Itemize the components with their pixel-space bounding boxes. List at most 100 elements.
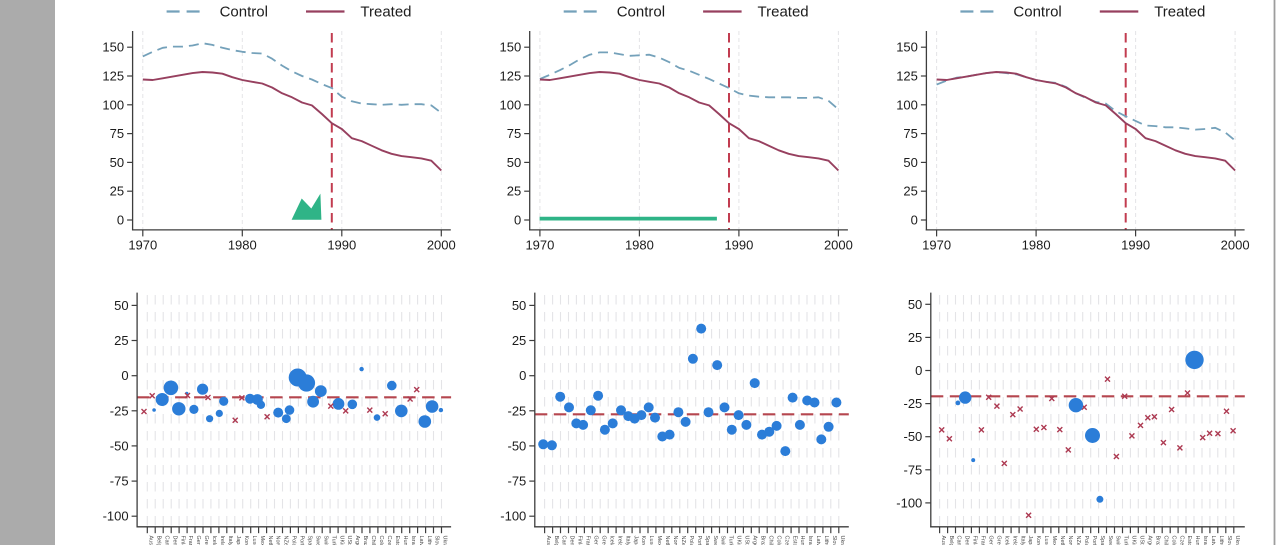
svg-text:Korea: Korea [243,536,249,545]
svg-text:Iceland: Iceland [1003,536,1009,545]
svg-text:France: France [187,536,193,545]
svg-text:125: 125 [499,69,521,84]
svg-text:Hungary: Hungary [1194,536,1200,545]
svg-text:Treated: Treated [360,4,411,21]
svg-text:Turkey: Turkey [330,536,336,545]
svg-text:Ukraine: Ukraine [839,536,845,545]
svg-text:50: 50 [110,155,124,170]
svg-text:125: 125 [896,69,918,84]
svg-text:Argent: Argent [752,536,758,545]
svg-text:Mexico: Mexico [1051,536,1057,545]
svg-text:Korea: Korea [1035,536,1041,545]
svg-text:Japan: Japan [1027,536,1033,545]
svg-text:0: 0 [121,368,128,383]
svg-text:50: 50 [908,297,922,312]
svg-text:Hungary: Hungary [402,536,408,545]
svg-text:Norway: Norway [1067,536,1073,545]
svg-text:Ukraine: Ukraine [442,536,448,545]
svg-text:Norway: Norway [672,536,678,545]
svg-text:1970: 1970 [128,238,157,253]
svg-text:-25: -25 [904,396,923,411]
svg-text:1980: 1980 [625,238,654,253]
svg-text:Brazil: Brazil [362,536,368,545]
svg-text:-75: -75 [508,474,527,489]
svg-text:Czechia: Czechia [1178,536,1184,545]
svg-text:Canada: Canada [956,536,962,545]
svg-text:Slovak: Slovak [831,536,837,545]
svg-text:50: 50 [114,298,128,313]
svg-text:Switz: Switz [322,536,328,545]
svg-text:Sweden: Sweden [712,536,718,545]
svg-text:France: France [980,536,986,545]
svg-text:Norway: Norway [275,536,281,545]
svg-text:25: 25 [507,184,521,199]
svg-text:Austria: Austria [545,536,551,545]
svg-text:Italy: Italy [1019,536,1025,545]
svg-text:0: 0 [911,213,918,228]
svg-text:Chile: Chile [767,536,773,545]
svg-text:0: 0 [514,213,521,228]
svg-text:Belgium: Belgium [155,536,161,545]
svg-text:Nether: Nether [664,536,670,545]
svg-text:Argent: Argent [1147,536,1153,545]
svg-text:Estonia: Estonia [1186,536,1192,545]
svg-text:Lithua: Lithua [1218,536,1224,545]
svg-text:Control: Control [1013,4,1061,21]
svg-text:1990: 1990 [1121,238,1150,253]
svg-text:-75: -75 [904,462,923,477]
svg-text:-50: -50 [110,438,129,453]
svg-text:-50: -50 [508,438,527,453]
svg-text:Nether: Nether [1059,536,1065,545]
svg-text:50: 50 [512,298,526,313]
svg-text:Finland: Finland [577,536,583,545]
svg-text:100: 100 [896,97,918,112]
svg-text:Estonia: Estonia [791,536,797,545]
svg-text:25: 25 [903,184,917,199]
svg-text:0: 0 [519,368,526,383]
svg-text:Switz: Switz [1115,536,1121,545]
svg-text:Slovak: Slovak [1226,536,1232,545]
svg-text:NZeal: NZeal [283,536,289,545]
svg-text:Germany: Germany [593,536,599,545]
svg-text:Italy: Italy [227,536,233,545]
svg-text:Brazil: Brazil [760,536,766,545]
svg-text:Colombia: Colombia [775,536,781,545]
svg-text:2000: 2000 [824,238,853,253]
svg-text:Spain: Spain [307,536,313,545]
svg-text:Argent: Argent [354,536,360,545]
svg-text:25: 25 [512,333,526,348]
svg-text:-50: -50 [904,429,923,444]
svg-text:Luxem: Luxem [1043,536,1049,545]
svg-text:Latvia: Latvia [1210,536,1216,545]
svg-text:-100: -100 [103,509,129,524]
svg-text:Israel: Israel [807,536,813,545]
svg-text:25: 25 [110,184,124,199]
svg-text:Belgium: Belgium [553,536,559,545]
svg-text:Colombia: Colombia [1170,536,1176,545]
svg-text:1980: 1980 [1022,238,1051,253]
svg-text:Iceland: Iceland [211,536,217,545]
svg-text:Control: Control [617,4,665,21]
svg-text:Finland: Finland [179,536,185,545]
svg-text:Italy: Italy [624,536,630,545]
svg-text:Ireland: Ireland [616,536,622,545]
svg-text:Austria: Austria [940,536,946,545]
svg-text:Germany: Germany [195,536,201,545]
svg-text:Lithua: Lithua [823,536,829,545]
svg-text:UKing: UKing [736,536,742,545]
svg-text:75: 75 [507,126,521,141]
svg-text:150: 150 [102,40,124,55]
svg-text:Denmark: Denmark [964,536,970,545]
svg-text:Denmark: Denmark [171,536,177,545]
svg-text:Poland: Poland [688,536,694,545]
svg-text:-25: -25 [508,403,527,418]
svg-text:Estonia: Estonia [394,536,400,545]
svg-text:1990: 1990 [327,238,356,253]
svg-text:Control: Control [220,4,268,21]
svg-text:Treated: Treated [758,4,809,21]
svg-text:-25: -25 [110,403,129,418]
svg-text:125: 125 [102,69,124,84]
svg-text:Mexico: Mexico [259,536,265,545]
svg-text:Belgium: Belgium [948,536,954,545]
svg-text:Czechia: Czechia [783,536,789,545]
